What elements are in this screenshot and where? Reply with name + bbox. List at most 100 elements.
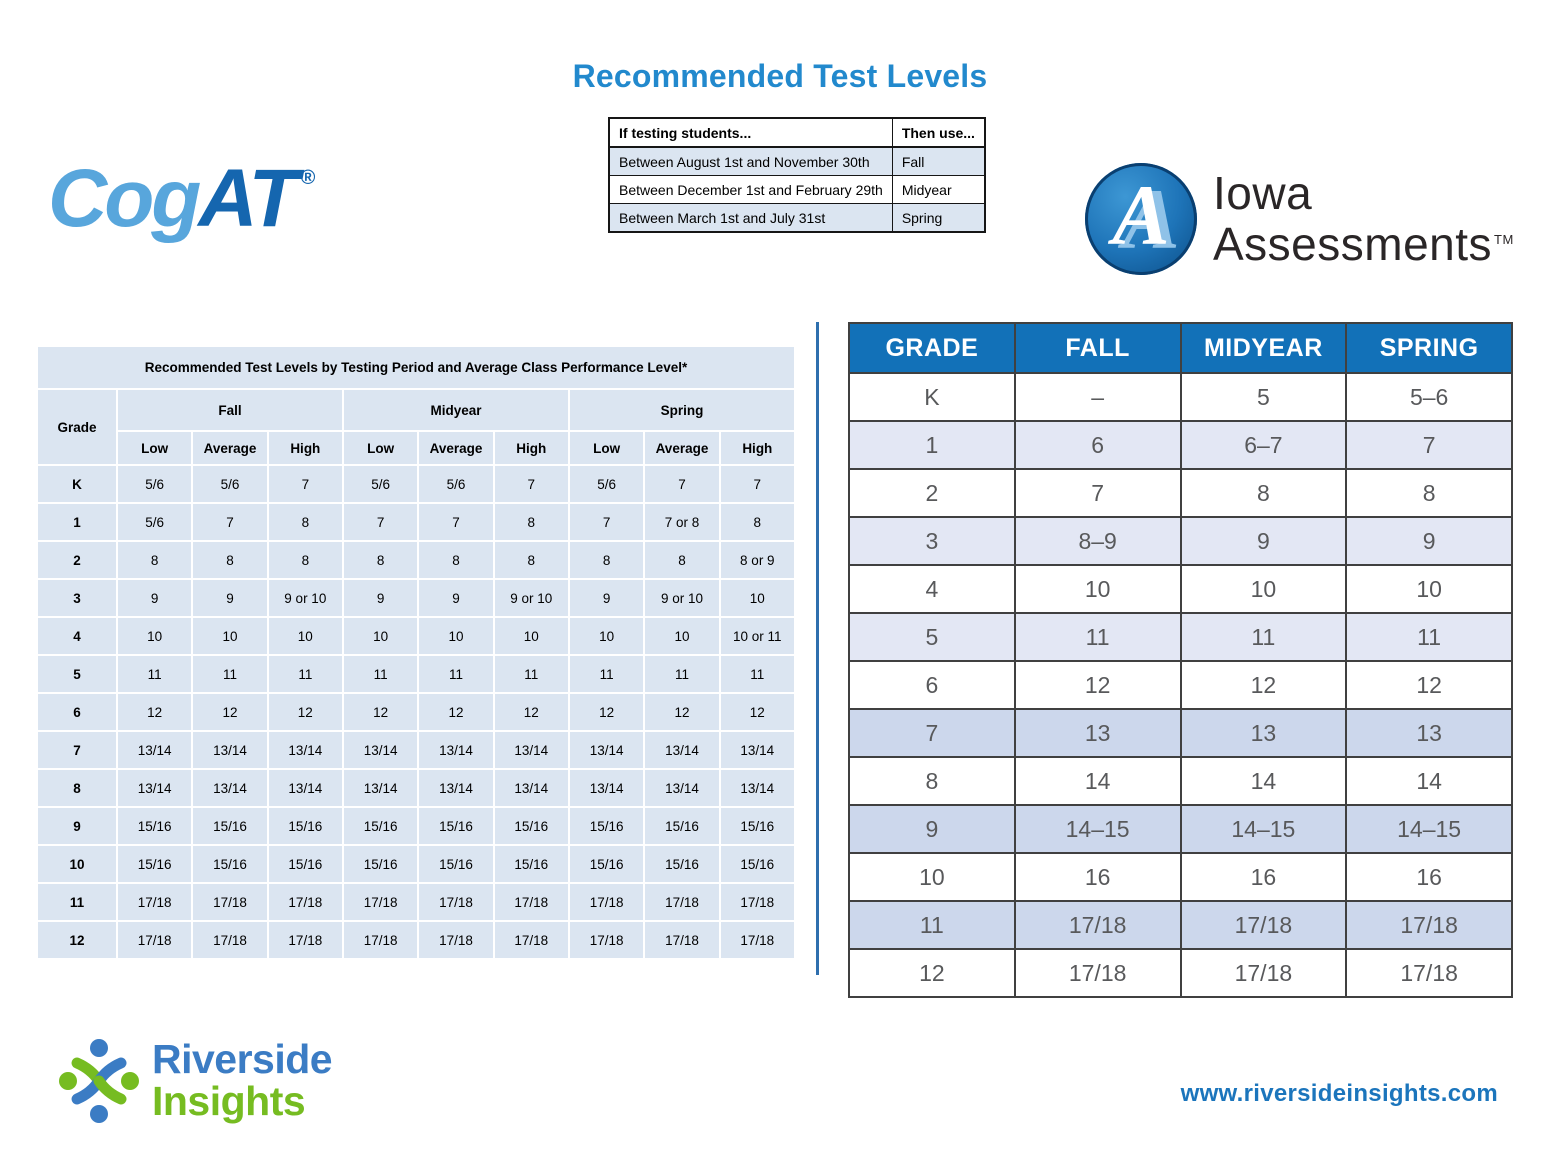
left-table-cell: 12 <box>569 694 644 730</box>
iowa-logo-text: Iowa Assessments TM <box>1213 168 1514 269</box>
left-table-cell: 13/14 <box>118 732 192 768</box>
right-table-cell: 7 <box>848 708 1016 758</box>
left-table-cell: 15/16 <box>193 846 267 882</box>
period-table-cell: Between March 1st and July 31st <box>608 203 893 233</box>
right-table-cell: 16 <box>1179 852 1348 902</box>
left-table-cell: 11 <box>419 656 493 692</box>
left-table-cell: 13/14 <box>569 732 644 768</box>
left-table-cell: 10 <box>494 618 568 654</box>
left-table-level-row: Low Average High Low Average High Low Average Hi… <box>38 432 794 464</box>
right-table-row: 6 12 12 12 <box>848 660 1513 710</box>
right-table-header: GRADE <box>848 322 1016 374</box>
right-table-cell: 13 <box>1013 708 1182 758</box>
right-table-cell: 10 <box>1013 564 1182 614</box>
period-table-header-row: If testing students... Then use... <box>608 117 986 148</box>
left-table-cell: 7 <box>494 466 568 502</box>
left-table-cell: 17/18 <box>268 884 342 920</box>
right-table-cell: 14–15 <box>1013 804 1182 854</box>
period-table-cell: Between December 1st and February 29th <box>608 175 893 204</box>
right-table-cell: 5 <box>848 612 1016 662</box>
right-table-cell: 4 <box>848 564 1016 614</box>
right-table-header: MIDYEAR <box>1179 322 1348 374</box>
left-table-grade-cell: 12 <box>38 922 116 958</box>
left-table-cell: 13/14 <box>193 770 267 806</box>
left-table-cell: 7 <box>569 504 644 540</box>
period-table-cell: Midyear <box>891 175 986 204</box>
right-table-cell: 1 <box>848 420 1016 470</box>
left-table-cell: 9 <box>343 580 418 616</box>
left-table-cell: 17/18 <box>720 884 794 920</box>
left-table-cell: 7 or 8 <box>645 504 719 540</box>
left-table-cell: 8 <box>494 542 568 578</box>
left-table-cell: 15/16 <box>419 846 493 882</box>
riverside-people-icon <box>59 1039 139 1123</box>
left-table-cell: 8 <box>343 542 418 578</box>
left-table-cell: 13/14 <box>645 770 719 806</box>
left-table-cell: 7 <box>343 504 418 540</box>
right-table-head: GRADE FALL MIDYEAR SPRING <box>848 322 1513 374</box>
left-table-cell: 17/18 <box>569 884 644 920</box>
left-table-cell: 9 or 10 <box>494 580 568 616</box>
left-table-level-header: Low <box>343 432 418 464</box>
left-table-cell: 7 <box>419 504 493 540</box>
period-table-row: Between August 1st and November 30th Fall <box>608 146 986 176</box>
cogat-logo: CogAT ® <box>48 152 315 246</box>
left-table-cell: 13/14 <box>720 732 794 768</box>
left-table-cell: 5/6 <box>118 504 192 540</box>
left-table-period-header: Fall <box>118 390 342 430</box>
trademark-icon: TM <box>1494 231 1514 247</box>
left-table-cell: 15/16 <box>193 808 267 844</box>
left-table-grade-cell: K <box>38 466 116 502</box>
right-table-cell: 11 <box>1179 612 1348 662</box>
left-table-cell: 17/18 <box>645 922 719 958</box>
left-table-cell: 13/14 <box>645 732 719 768</box>
right-table-cell: 17/18 <box>1345 948 1513 998</box>
left-table-row: 7 13/14 13/14 13/14 13/14 13/14 13/14 13/14 13/1… <box>38 732 794 768</box>
right-table-cell: 5–6 <box>1345 372 1513 422</box>
left-table-title: Recommended Test Levels by Testing Perio… <box>38 347 794 388</box>
right-table-cell: 17/18 <box>1013 948 1182 998</box>
right-table-header-row: GRADE FALL MIDYEAR SPRING <box>848 322 1513 374</box>
iowa-logo-line2-text: Assessments <box>1213 218 1493 270</box>
period-table-body: Between August 1st and November 30th Fall… <box>608 146 986 233</box>
left-table-cell: 10 <box>193 618 267 654</box>
right-table-cell: 7 <box>1013 468 1182 518</box>
riverside-logo-line2: Insights <box>152 1078 306 1124</box>
right-table-cell: 7 <box>1345 420 1513 470</box>
period-table-head: If testing students... Then use... <box>608 117 986 148</box>
left-table-level-header: Low <box>569 432 644 464</box>
left-table-cell: 8 <box>118 542 192 578</box>
right-table-cell: 2 <box>848 468 1016 518</box>
left-table-cell: 8 <box>569 542 644 578</box>
left-table-cell: 17/18 <box>268 922 342 958</box>
right-table-row: 9 14–15 14–15 14–15 <box>848 804 1513 854</box>
left-table-cell: 17/18 <box>193 884 267 920</box>
right-table-cell: K <box>848 372 1016 422</box>
left-table-cell: 8 <box>494 504 568 540</box>
left-table-grade-header: Grade <box>38 390 116 464</box>
left-table-grade-cell: 10 <box>38 846 116 882</box>
iowa-circle-a-icon: A <box>1085 163 1197 275</box>
left-table-cell: 5/6 <box>419 466 493 502</box>
right-table-cell: 12 <box>848 948 1016 998</box>
left-table-row: 4 10 10 10 10 10 10 10 10 10 or 11 <box>38 618 794 654</box>
left-table-cell: 17/18 <box>193 922 267 958</box>
left-table-row: 11 17/18 17/18 17/18 17/18 17/18 17/18 17/18 17/… <box>38 884 794 920</box>
left-table-cell: 13/14 <box>720 770 794 806</box>
right-table-cell: 17/18 <box>1345 900 1513 950</box>
left-table-cell: 5/6 <box>343 466 418 502</box>
left-table-cell: 12 <box>268 694 342 730</box>
left-table-cell: 17/18 <box>419 922 493 958</box>
right-table-cell: 6 <box>1013 420 1182 470</box>
left-table-level-header: Low <box>118 432 192 464</box>
left-table-cell: 15/16 <box>645 846 719 882</box>
left-table-cell: 9 or 10 <box>268 580 342 616</box>
left-table-cell: 8 or 9 <box>720 542 794 578</box>
right-table-body: K –5 5–6 1 6 6–7 7 2 7 8 8 3 8–9 9 9 4 10 10 10 5 11 11 11 6 12 1… <box>848 372 1513 998</box>
right-table-cell: 12 <box>1179 660 1348 710</box>
right-table-cell: 13 <box>1345 708 1513 758</box>
left-table-cell: 11 <box>720 656 794 692</box>
